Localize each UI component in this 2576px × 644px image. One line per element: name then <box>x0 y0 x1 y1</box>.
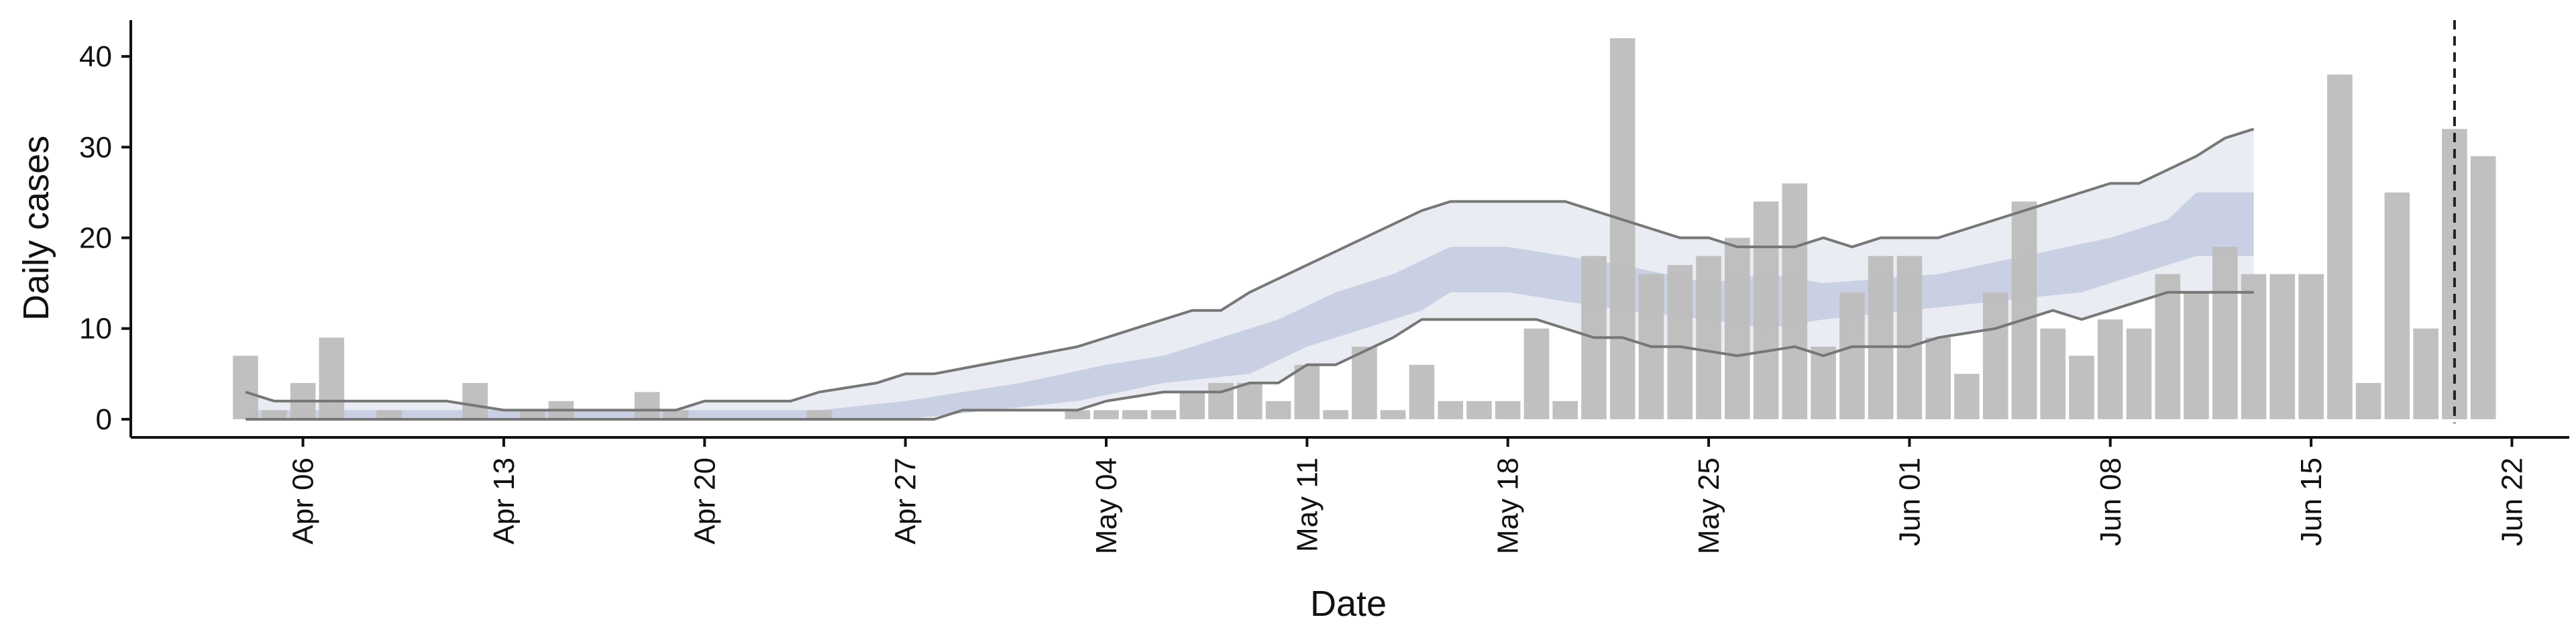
case-bar <box>1265 400 1291 419</box>
case-bar <box>1811 346 1836 419</box>
case-bar <box>1982 292 2008 419</box>
x-tick-label: May 18 <box>1492 458 1525 554</box>
case-bar <box>1609 38 1635 419</box>
lower-bound-line <box>246 290 2254 421</box>
case-bar <box>1839 292 1865 419</box>
case-bar <box>2470 156 2496 419</box>
x-tick-label: Apr 20 <box>688 458 721 545</box>
case-bar <box>1065 410 1090 419</box>
forecast-bands <box>246 129 2254 420</box>
case-bar <box>2355 382 2381 419</box>
case-bar <box>376 410 402 419</box>
case-bar <box>806 410 833 419</box>
case-bar <box>1954 374 1980 419</box>
y-tick-label: 20 <box>79 222 112 255</box>
case-bar <box>1696 256 1721 419</box>
case-bar <box>634 392 660 419</box>
forecast-bound-lines <box>245 127 2255 421</box>
case-bar <box>1782 183 1808 419</box>
case-bar <box>319 337 345 419</box>
case-bar <box>663 410 689 419</box>
case-bar <box>2097 319 2123 419</box>
x-tick-label: Apr 13 <box>488 458 521 545</box>
case-bar <box>2184 292 2209 419</box>
y-tick-label: 0 <box>96 403 112 436</box>
case-bar <box>1323 410 1348 419</box>
case-bar <box>1925 337 1951 419</box>
x-axis-title: Date <box>1310 584 1387 624</box>
x-tick-label: May 04 <box>1090 458 1123 554</box>
y-tick-label: 40 <box>79 40 112 73</box>
case-bar <box>1122 410 1148 419</box>
outer-interval-band <box>246 129 2254 420</box>
upper-bound-line <box>245 127 2255 412</box>
y-tick-label: 10 <box>79 313 112 345</box>
case-bar <box>2298 274 2324 419</box>
case-bar <box>1438 400 1463 419</box>
case-bar <box>2384 192 2410 419</box>
case-bar <box>2126 328 2152 419</box>
case-bar <box>262 410 287 419</box>
y-axis-ticks: 0 10 20 30 40 <box>79 40 131 436</box>
x-tick-label: Jun 15 <box>2295 458 2328 546</box>
case-bar <box>2442 129 2467 420</box>
case-bar <box>2040 328 2065 419</box>
case-bar <box>1237 382 1263 419</box>
case-bar <box>233 356 258 419</box>
x-tick-label: Apr 06 <box>287 458 320 545</box>
case-bar <box>2241 274 2267 419</box>
case-bar <box>462 382 488 419</box>
case-bar <box>1753 201 1779 419</box>
case-bar <box>1495 400 1521 419</box>
case-bar <box>2155 274 2181 419</box>
case-bar <box>2327 74 2353 419</box>
case-bar <box>1150 410 1177 419</box>
y-tick-label: 30 <box>79 131 112 164</box>
case-bar <box>2269 274 2296 419</box>
case-bar <box>1093 410 1119 419</box>
axes <box>129 20 2569 439</box>
x-tick-label: Apr 27 <box>890 458 922 545</box>
case-bar <box>1409 364 1435 419</box>
x-tick-label: Jun 08 <box>2094 458 2127 546</box>
case-bar <box>1179 392 1205 419</box>
y-axis-title: Daily cases <box>16 136 56 321</box>
case-bar <box>1725 237 1750 419</box>
case-bar <box>1523 328 1550 419</box>
case-bar <box>1667 265 1693 419</box>
case-bar <box>1294 364 1320 419</box>
case-bar <box>2011 201 2037 419</box>
x-axis-ticks: Apr 06 Apr 13 Apr 20 Apr 27 May 04 May 11 May … <box>287 437 2529 554</box>
case-bar <box>519 410 545 419</box>
case-bar <box>2212 247 2238 419</box>
case-bar <box>1896 256 1923 419</box>
case-bar <box>1466 400 1492 419</box>
x-tick-label: Jun 01 <box>1893 458 1926 546</box>
case-bar <box>1868 256 1894 419</box>
case-bar <box>1352 346 1377 419</box>
x-tick-label: May 11 <box>1291 458 1324 552</box>
x-tick-label: May 25 <box>1693 458 1725 554</box>
case-bar <box>2069 356 2094 419</box>
x-tick-label: Jun 22 <box>2496 458 2529 546</box>
case-bar <box>1552 400 1578 419</box>
case-bar <box>2413 328 2438 419</box>
case-bar <box>1380 410 1406 419</box>
